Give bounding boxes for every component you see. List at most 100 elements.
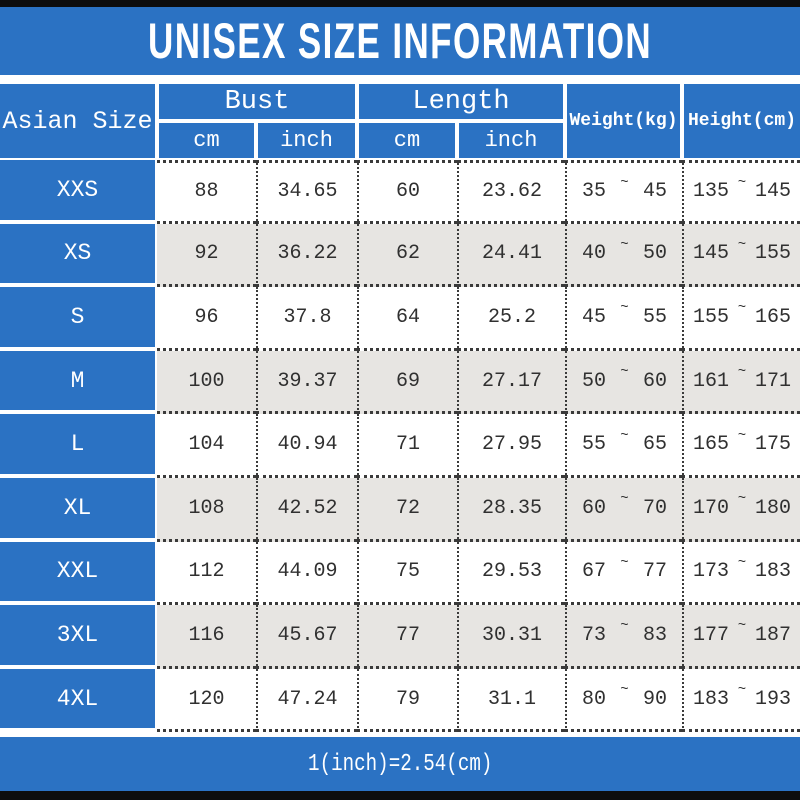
tilde-separator: ~ [737, 554, 747, 571]
bust-inch-cell: 42.52 [256, 477, 357, 542]
weight-min: 50 [582, 369, 607, 393]
weight-max: 50 [642, 242, 667, 266]
height-range-cell: 165 ~ 175 [682, 414, 800, 478]
length-cm-cell: 71 [357, 414, 457, 478]
bust-inch-cell: 47.24 [256, 668, 357, 733]
tilde-separator: ~ [620, 236, 629, 253]
header-cell-bust-inch: inch [256, 121, 357, 160]
bust-cm-cell: 104 [157, 414, 256, 478]
header-cell-weight: Weight(kg) [565, 82, 682, 160]
weight-min: 55 [582, 433, 607, 457]
weight-max: 65 [642, 433, 667, 457]
bust-cm-cell: 96 [157, 287, 256, 351]
weight-range-cell: 73 ~ 83 [565, 605, 682, 669]
height-max: 145 [754, 180, 791, 204]
height-max: 187 [754, 623, 791, 647]
length-inch-cell: 28.35 [457, 477, 565, 542]
height-min: 183 [693, 687, 730, 711]
length-cm-cell: 64 [357, 287, 457, 351]
table-row: M 100 39.37 69 27.17 50 ~ 60 161 ~ 171 [0, 350, 800, 415]
height-min: 145 [693, 242, 730, 266]
weight-range-cell: 40 ~ 50 [565, 223, 682, 288]
bust-cm-cell: 116 [157, 605, 256, 669]
height-max: 175 [754, 433, 791, 457]
size-label: L [0, 414, 157, 478]
height-range-cell: 183 ~ 193 [682, 668, 800, 733]
top-frame-bar [0, 0, 800, 7]
weight-max: 55 [642, 305, 667, 329]
size-label: XS [0, 223, 157, 288]
footer-note-banner: 1(inch)=2.54(cm) [0, 737, 800, 792]
length-inch-cell: 27.17 [457, 350, 565, 415]
tilde-separator: ~ [737, 427, 747, 444]
length-cm-cell: 75 [357, 541, 457, 606]
weight-range-cell: 50 ~ 60 [565, 350, 682, 415]
tilde-separator: ~ [737, 491, 747, 508]
length-inch-cell: 24.41 [457, 223, 565, 288]
length-cm-cell: 62 [357, 223, 457, 288]
tilde-separator: ~ [737, 174, 747, 191]
tilde-separator: ~ [620, 554, 629, 571]
table-row: L 104 40.94 71 27.95 55 ~ 65 165 ~ 175 [0, 414, 800, 478]
height-range-cell: 177 ~ 187 [682, 605, 800, 669]
tilde-separator: ~ [737, 618, 747, 635]
length-inch-cell: 23.62 [457, 160, 565, 224]
weight-min: 67 [582, 560, 607, 584]
height-range-cell: 135 ~ 145 [682, 160, 800, 224]
bottom-frame-bar [0, 791, 800, 800]
bust-cm-cell: 100 [157, 350, 256, 415]
table-row: XXS 88 34.65 60 23.62 35 ~ 45 135 ~ 145 [0, 160, 800, 224]
length-cm-cell: 79 [357, 668, 457, 733]
weight-min: 45 [582, 305, 607, 329]
weight-min: 35 [582, 180, 607, 204]
height-range-cell: 155 ~ 165 [682, 287, 800, 351]
length-cm-cell: 77 [357, 605, 457, 669]
tilde-separator: ~ [737, 364, 747, 381]
weight-range-cell: 67 ~ 77 [565, 541, 682, 606]
bust-cm-cell: 112 [157, 541, 256, 606]
weight-max: 60 [642, 369, 667, 393]
height-min: 135 [693, 180, 730, 204]
weight-range-cell: 55 ~ 65 [565, 414, 682, 478]
height-max: 183 [754, 560, 791, 584]
height-range-cell: 170 ~ 180 [682, 477, 800, 542]
header-cell-length-cm: cm [357, 121, 457, 160]
bust-cm-cell: 108 [157, 477, 256, 542]
weight-range-cell: 35 ~ 45 [565, 160, 682, 224]
weight-min: 80 [582, 687, 607, 711]
tilde-separator: ~ [737, 300, 747, 317]
weight-range-cell: 60 ~ 70 [565, 477, 682, 542]
tilde-separator: ~ [737, 682, 747, 699]
height-min: 155 [693, 305, 730, 329]
weight-max: 77 [642, 560, 667, 584]
header-cell-length-inch: inch [457, 121, 565, 160]
weight-max: 90 [642, 687, 667, 711]
length-inch-cell: 25.2 [457, 287, 565, 351]
table-row: XXL 112 44.09 75 29.53 67 ~ 77 173 ~ 183 [0, 541, 800, 606]
length-inch-cell: 29.53 [457, 541, 565, 606]
table-row: S 96 37.8 64 25.2 45 ~ 55 155 ~ 165 [0, 287, 800, 351]
height-max: 180 [754, 496, 791, 520]
length-cm-cell: 69 [357, 350, 457, 415]
height-max: 165 [754, 305, 791, 329]
height-min: 173 [693, 560, 730, 584]
tilde-separator: ~ [620, 491, 629, 508]
footer-divider [0, 732, 800, 738]
height-min: 170 [693, 496, 730, 520]
height-range-cell: 145 ~ 155 [682, 223, 800, 288]
table-row: XL 108 42.52 72 28.35 60 ~ 70 170 ~ 180 [0, 477, 800, 542]
tilde-separator: ~ [620, 174, 629, 191]
length-cm-cell: 72 [357, 477, 457, 542]
bust-cm-cell: 92 [157, 223, 256, 288]
weight-max: 45 [642, 180, 667, 204]
bust-inch-cell: 45.67 [256, 605, 357, 669]
table-row: 4XL 120 47.24 79 31.1 80 ~ 90 183 ~ 193 [0, 668, 800, 733]
table-row: 3XL 116 45.67 77 30.31 73 ~ 83 177 ~ 187 [0, 605, 800, 669]
size-label: 3XL [0, 605, 157, 669]
table-header: Asian Size Bust Length Weight(kg) Height… [0, 82, 800, 160]
bust-inch-cell: 39.37 [256, 350, 357, 415]
bust-inch-cell: 40.94 [256, 414, 357, 478]
conversion-note: 1(inch)=2.54(cm) [307, 750, 493, 778]
size-label: M [0, 350, 157, 415]
